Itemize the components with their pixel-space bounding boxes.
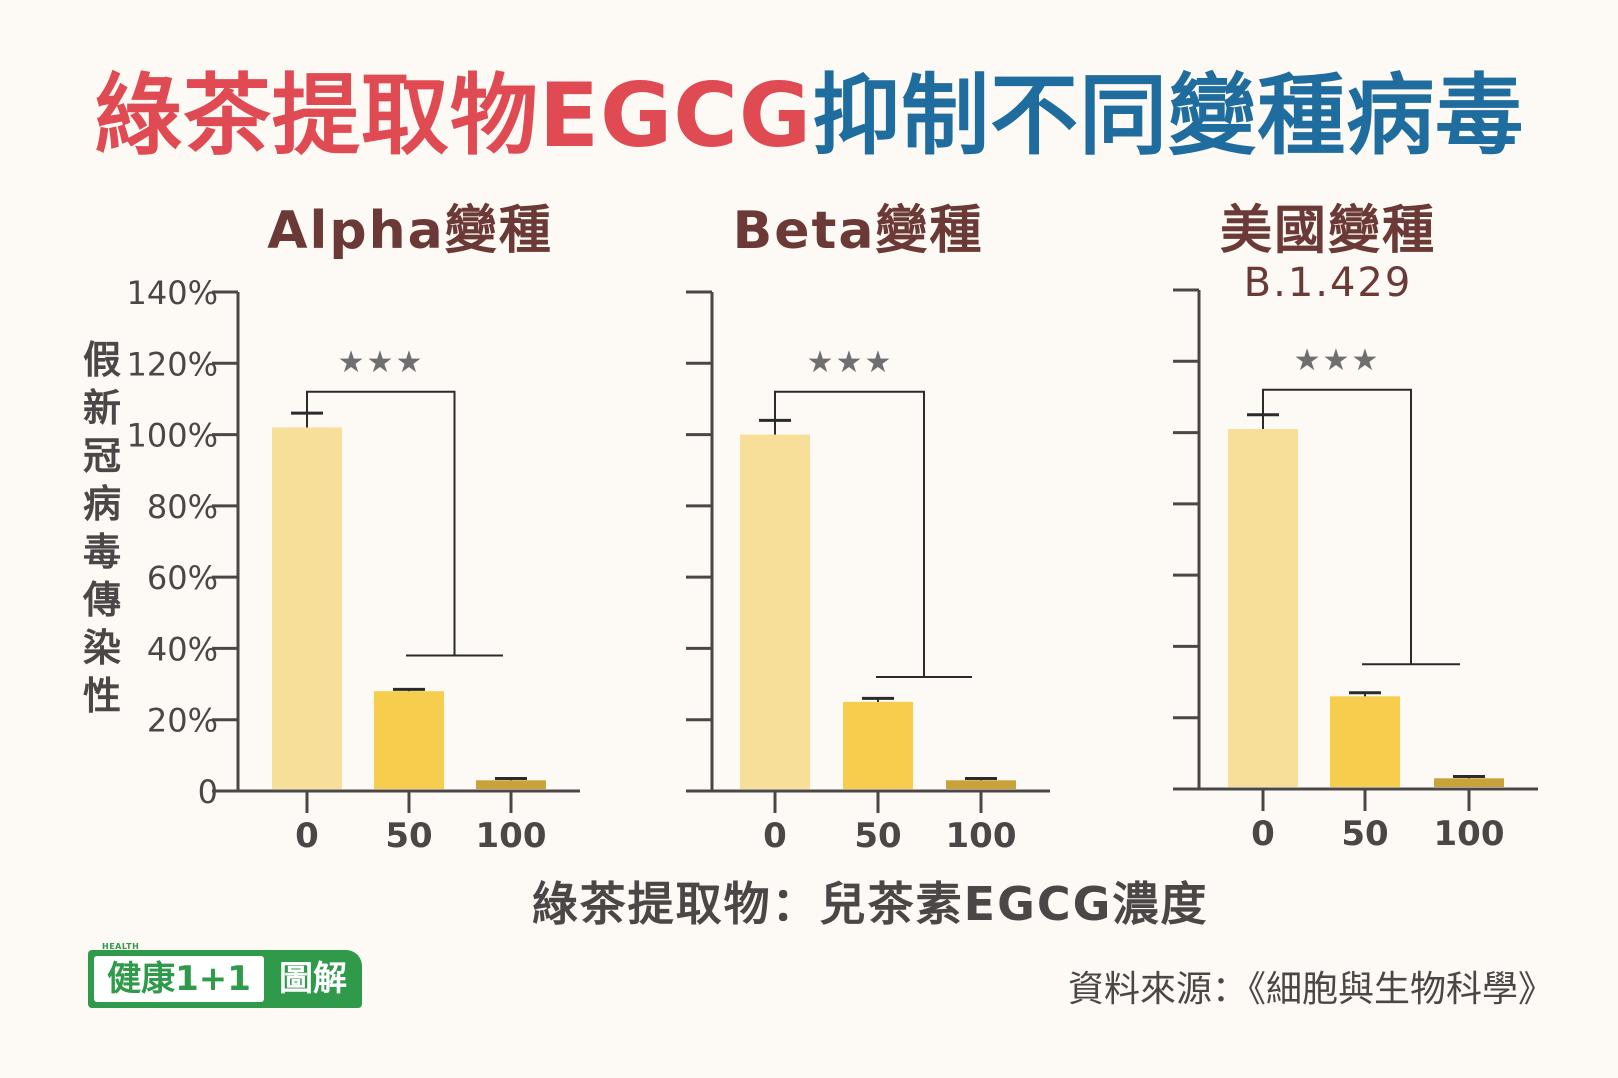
y-tick-label: 0 [198, 773, 218, 811]
panel-subtitle: B.1.429 [1244, 260, 1413, 306]
bar-0 [1228, 429, 1298, 787]
chart-panel-1: Alpha變種 0 20% 40% 60% 80% 100% 120% 140% 0 50 100 ★★… [127, 201, 580, 856]
main-title-part-a: 綠茶提取物EGCG [93, 64, 813, 167]
significance-bracket [306, 390, 456, 656]
bar-100 [946, 780, 1016, 789]
x-tick-label: 0 [763, 816, 787, 856]
x-tick-label: 100 [1434, 814, 1505, 854]
y-tick-label: 120% [127, 345, 218, 383]
panel-title: Beta變種 [733, 201, 984, 261]
health-logo: HEALTH 健康1+1 圖解 [88, 942, 364, 1010]
significance-stars: ★★★ [338, 345, 425, 380]
x-tick-label: 100 [476, 816, 547, 856]
bar-50 [1330, 696, 1400, 787]
y-tick-label: 60% [147, 559, 218, 597]
x-tick-label: 50 [854, 816, 901, 856]
bar-100 [1434, 778, 1504, 787]
significance-bracket [1262, 388, 1412, 665]
logo-right-text: 圖解 [279, 959, 347, 999]
bar-50 [374, 691, 444, 789]
y-axis-label: 假新冠病毒傳染性 [82, 338, 121, 718]
logo-box: 健康1+1 圖解 [88, 950, 362, 1008]
logo-left-text: 健康1+1 [94, 956, 264, 1002]
x-tick-label: 50 [1341, 814, 1388, 854]
bar-0 [272, 427, 342, 789]
panel-title: 美國變種 [1220, 201, 1436, 261]
chart-panel-2: Beta變種 0 50 100 ★★★ [686, 201, 1050, 856]
source-citation: 資料來源：《細胞與生物科學》 [1067, 969, 1554, 1010]
panel-title: Alpha變種 [267, 201, 552, 261]
x-tick-label: 50 [385, 816, 432, 856]
main-title: 綠茶提取物EGCG抑制不同變種病毒 [0, 66, 1618, 166]
logo-small-text: HEALTH [102, 942, 140, 951]
bar-100 [476, 780, 546, 789]
y-tick-label: 140% [127, 274, 218, 312]
x-tick-label: 0 [1251, 814, 1275, 854]
y-tick-label: 20% [147, 702, 218, 740]
y-tick-label: 80% [147, 488, 218, 526]
y-tick-label: 100% [127, 417, 218, 455]
significance-stars: ★★★ [1294, 343, 1381, 378]
main-title-part-b: 抑制不同變種病毒 [812, 64, 1525, 167]
significance-stars: ★★★ [807, 345, 894, 380]
significance-bracket [774, 390, 925, 677]
x-tick-label: 100 [946, 816, 1017, 856]
x-axis-label: 綠茶提取物：兒茶素EGCG濃度 [531, 877, 1209, 931]
y-tick-label: 40% [147, 630, 218, 668]
bar-0 [740, 434, 810, 789]
x-tick-label: 0 [295, 816, 319, 856]
bar-50 [843, 701, 913, 789]
